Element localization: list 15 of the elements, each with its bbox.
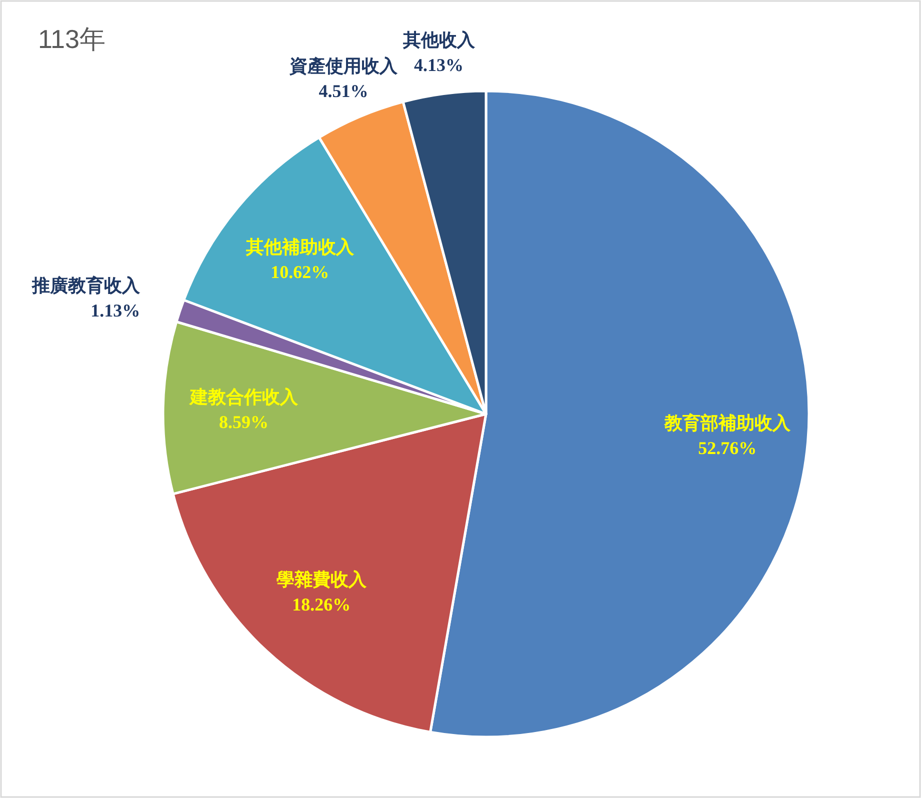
data-label: 4.13% (414, 55, 464, 76)
data-label: 4.51% (318, 80, 368, 101)
data-label: 1.13% (90, 300, 140, 320)
slice-label: 學雜費收入 (276, 570, 368, 590)
slice-label: 建教合作收入 (188, 387, 299, 408)
slice-label: 資產使用收入 (288, 56, 398, 76)
slice-label: 推廣教育收入 (31, 274, 142, 296)
slice-label: 其他收入 (402, 30, 476, 50)
chart-title: 113年 (38, 24, 106, 54)
data-label: 52.76% (698, 438, 757, 458)
slice-label: 其他補助收入 (244, 237, 355, 257)
data-label: 18.26% (292, 594, 351, 615)
data-label: 10.62% (270, 262, 330, 282)
data-label: 8.59% (219, 412, 269, 432)
slice-label: 教育部補助收入 (663, 412, 792, 433)
